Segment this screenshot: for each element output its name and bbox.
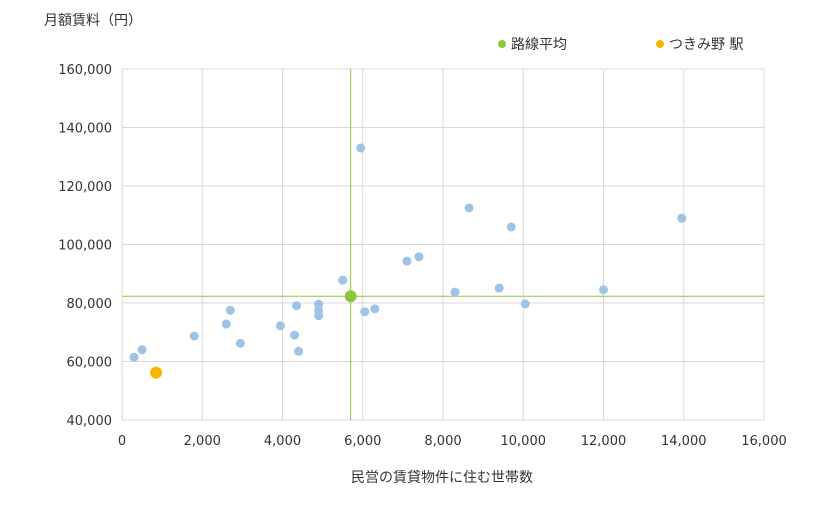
average-point — [344, 290, 357, 303]
x-tick-label: 6,000 — [344, 434, 381, 449]
data-point — [520, 299, 530, 309]
x-axis-ticks: 0 2,000 4,000 6,000 8,000 10,000 12,000 14,000 1… — [118, 434, 787, 449]
x-tick-label: 12,000 — [581, 434, 627, 449]
data-point — [129, 352, 139, 362]
x-tick-label: 2,000 — [184, 434, 221, 449]
plot-border — [121, 68, 765, 421]
x-tick-label: 4,000 — [264, 434, 301, 449]
y-tick-label: 120,000 — [58, 180, 112, 195]
data-point — [221, 319, 231, 329]
data-point — [370, 304, 380, 314]
data-point — [189, 331, 199, 341]
data-point — [290, 330, 300, 340]
data-point — [599, 285, 608, 295]
y-axis-ticks: 40,000 60,000 80,000 100,000 120,000 140,000 1… — [58, 63, 112, 429]
y-tick-label: 80,000 — [67, 297, 113, 312]
data-point — [356, 143, 366, 153]
data-point — [235, 338, 245, 348]
x-tick-label: 16,000 — [741, 434, 787, 449]
y-tick-label: 100,000 — [58, 239, 112, 254]
data-point — [294, 346, 304, 356]
data-point — [225, 305, 235, 315]
data-point — [275, 321, 285, 331]
legend-label: つきみ野 駅 — [669, 37, 743, 53]
station-point — [150, 366, 163, 379]
data-point — [338, 275, 348, 285]
data-point — [677, 213, 687, 223]
data-point — [314, 311, 324, 321]
x-axis-title: 民営の賃貸物件に住む世帯数 — [351, 470, 533, 486]
x-tick-label: 14,000 — [661, 434, 707, 449]
average-reference-lines — [122, 69, 764, 420]
legend-marker — [656, 40, 664, 48]
plot-area — [121, 68, 765, 421]
y-tick-label: 60,000 — [67, 356, 113, 371]
x-tick-label: 10,000 — [501, 434, 547, 449]
y-tick-label: 140,000 — [58, 122, 112, 137]
data-point — [360, 307, 370, 317]
x-tick-label: 0 — [118, 434, 126, 449]
data-point — [494, 283, 504, 293]
y-axis-title: 月額賃料（円） — [44, 13, 142, 29]
data-point — [292, 301, 302, 311]
data-point — [450, 287, 460, 297]
data-point — [137, 345, 147, 355]
data-point — [506, 222, 516, 232]
data-point — [402, 256, 412, 266]
legend-marker — [498, 40, 506, 48]
x-tick-label: 8,000 — [424, 434, 461, 449]
data-points — [129, 143, 687, 379]
y-tick-label: 160,000 — [58, 63, 112, 78]
legend: 路線平均 つきみ野 駅 — [498, 37, 743, 53]
data-point — [414, 252, 424, 262]
y-tick-label: 40,000 — [67, 414, 113, 429]
gridlines — [121, 68, 765, 421]
data-point — [464, 203, 474, 213]
legend-label: 路線平均 — [511, 37, 567, 53]
